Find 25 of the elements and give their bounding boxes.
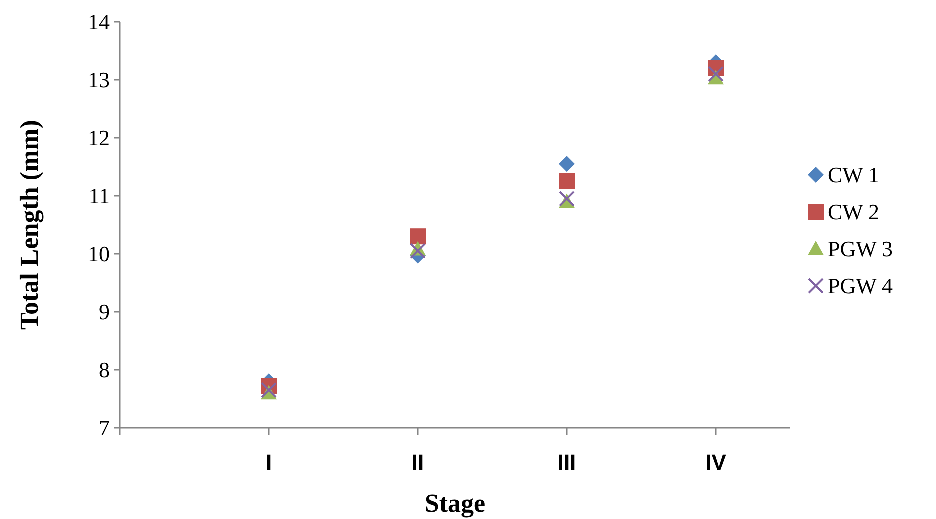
point <box>559 174 575 190</box>
legend-label: PGW 4 <box>828 274 893 299</box>
x-tick-label: IV <box>706 450 727 475</box>
y-tick-label: 10 <box>88 242 110 267</box>
y-tick-label: 12 <box>88 126 110 151</box>
y-tick-label: 9 <box>99 300 110 325</box>
point <box>261 382 277 398</box>
x-tick-label: II <box>412 450 424 475</box>
y-tick-label: 7 <box>99 416 110 441</box>
y-tick-label: 11 <box>88 184 110 209</box>
legend-label: CW 1 <box>828 162 880 188</box>
point <box>559 156 575 172</box>
x-tick-label: III <box>558 450 576 475</box>
legend-label: PGW 3 <box>828 236 893 262</box>
y-tick-label: 14 <box>88 10 110 35</box>
point <box>410 243 426 260</box>
legend-label: CW 2 <box>828 200 880 225</box>
y-tick-label: 8 <box>99 358 110 383</box>
point <box>559 190 575 207</box>
point <box>410 228 426 245</box>
point <box>708 66 724 82</box>
x-tick-label: I <box>266 450 272 475</box>
y-axis-title: Total Length (mm) <box>15 120 44 330</box>
y-tick-label: 13 <box>88 68 110 93</box>
x-axis-title: Stage <box>424 489 486 518</box>
